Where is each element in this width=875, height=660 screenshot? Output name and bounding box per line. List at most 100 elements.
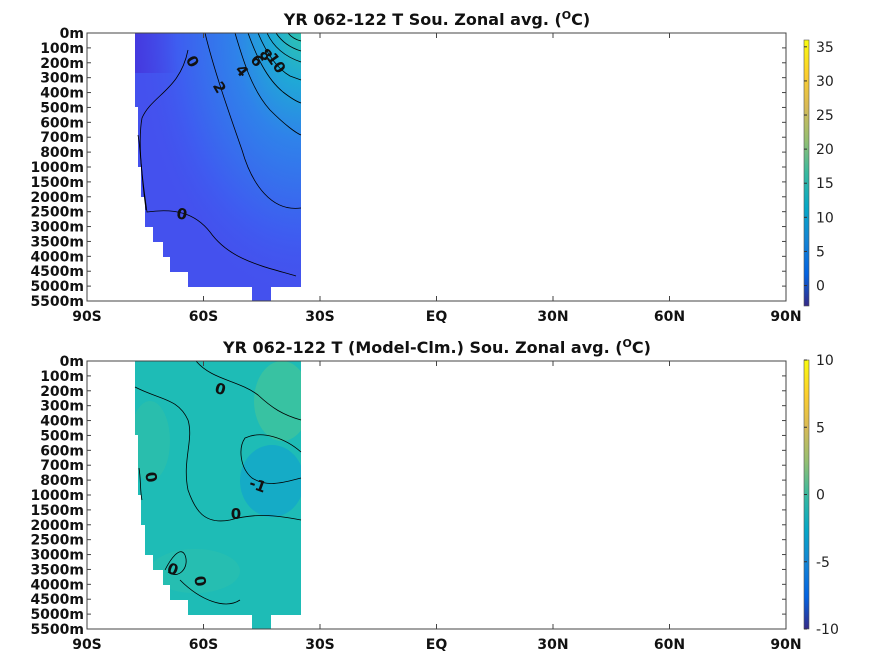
chart-1-x-ticks: 90S 60S 30S EQ 30N 60N 90N — [72, 33, 802, 325]
y-tick-label: 2000m — [30, 190, 84, 206]
y-tick-label: 1500m — [30, 175, 84, 191]
y-tick-label: 4000m — [30, 249, 84, 265]
y-tick-label: 200m — [40, 56, 84, 72]
contour-line — [137, 134, 147, 211]
contour-label: 0 — [213, 379, 228, 399]
colorbar-tick-label: 30 — [816, 74, 834, 90]
x-tick-label: 60S — [189, 637, 219, 653]
y-tick-label: 2500m — [30, 533, 84, 549]
y-tick-label: 5000m — [30, 279, 84, 295]
positive-anomaly — [135, 401, 170, 481]
positive-anomaly — [150, 549, 240, 593]
y-tick-label: 700m — [40, 458, 84, 474]
colorbar-tick-label: 25 — [816, 108, 834, 124]
chart-1-colorbar — [803, 39, 810, 307]
y-tick-label: 0m — [60, 26, 84, 42]
colorbar-tick-label: 5 — [816, 420, 825, 436]
colorbar-tick-label: 20 — [816, 142, 834, 158]
y-tick-label: 3500m — [30, 234, 84, 250]
x-tick-label: 30S — [305, 637, 335, 653]
x-tick-label: 30S — [305, 309, 335, 325]
chart-1: YR 062-122 T Sou. Zonal avg. (OC) 024681… — [30, 9, 833, 325]
x-tick-label: 90S — [72, 637, 102, 653]
contour-line — [138, 467, 143, 501]
contour-label: 0 — [141, 470, 161, 483]
y-tick-label: 600m — [40, 443, 84, 459]
y-tick-label: 4000m — [30, 577, 84, 593]
chart-2: YR 062-122 T (Model-Clm.) Sou. Zonal avg… — [30, 337, 838, 653]
y-tick-label: 500m — [40, 428, 84, 444]
contour-label: 0 — [231, 505, 241, 523]
x-tick-label: 30N — [537, 309, 568, 325]
y-tick-label: 1000m — [30, 488, 84, 504]
y-tick-label: 300m — [40, 399, 84, 415]
chart-2-y-ticks: 0m100m200m300m400m500m600m700m800m1000m1… — [30, 354, 786, 638]
contour-line — [204, 32, 302, 209]
x-tick-label: 90N — [770, 309, 801, 325]
chart-2-title: YR 062-122 T (Model-Clm.) Sou. Zonal avg… — [222, 337, 651, 357]
x-tick-label: 60S — [189, 309, 219, 325]
y-tick-label: 3000m — [30, 548, 84, 564]
contour-label: 0 — [190, 574, 210, 587]
contour-line — [179, 579, 241, 605]
x-tick-label: 90N — [770, 637, 801, 653]
y-tick-label: 700m — [40, 130, 84, 146]
chart-1-y-ticks: 0m100m200m300m400m500m600m700m800m1000m1… — [30, 26, 786, 310]
negative-anomaly — [240, 445, 301, 517]
x-tick-label: 60N — [654, 637, 685, 653]
x-tick-label: 60N — [654, 309, 685, 325]
colorbar-tick-label: 0 — [816, 279, 825, 295]
contour-line — [164, 551, 187, 575]
contour-label: 0 — [175, 204, 188, 224]
y-tick-label: 100m — [40, 369, 84, 385]
chart-2-field — [135, 361, 301, 629]
y-tick-label: 800m — [40, 145, 84, 161]
chart-2-contours: 00 -1000 — [134, 360, 302, 605]
contour-line — [247, 32, 302, 104]
colorbar-tick-label: -5 — [816, 555, 830, 571]
chart-2-colorbar-ticks: 10 5 0 -5 -10 — [804, 353, 839, 638]
y-tick-label: 2500m — [30, 205, 84, 221]
y-tick-label: 5000m — [30, 607, 84, 623]
contour-line — [275, 32, 302, 52]
x-tick-label: 90S — [72, 309, 102, 325]
y-tick-label: 4500m — [30, 592, 84, 608]
y-tick-label: 400m — [40, 414, 84, 430]
chart-1-colorbar-ticks: 35 30 25 20 15 10 5 0 — [804, 40, 834, 295]
y-tick-label: 200m — [40, 384, 84, 400]
colorbar-tick-label: 10 — [816, 210, 834, 226]
y-tick-label: 1500m — [30, 503, 84, 519]
x-tick-label: EQ — [426, 309, 448, 325]
colorbar-tick-label: 35 — [816, 40, 834, 56]
y-tick-label: 400m — [40, 86, 84, 102]
contour-line — [234, 32, 302, 136]
contour-line — [287, 32, 302, 42]
colorbar-tick-label: 10 — [816, 353, 834, 369]
y-tick-label: 4500m — [30, 264, 84, 280]
y-tick-label: 3000m — [30, 220, 84, 236]
y-tick-label: 600m — [40, 115, 84, 131]
y-tick-label: 800m — [40, 473, 84, 489]
contour-label: -1 — [247, 474, 269, 497]
y-tick-label: 300m — [40, 71, 84, 87]
chart-1-title: YR 062-122 T Sou. Zonal avg. (OC) — [283, 9, 590, 29]
x-tick-label: 30N — [537, 637, 568, 653]
y-tick-label: 0m — [60, 354, 84, 370]
x-tick-label: EQ — [426, 637, 448, 653]
colorbar-tick-label: 5 — [816, 244, 825, 260]
contour-line — [195, 360, 302, 421]
positive-anomaly — [254, 361, 301, 441]
y-tick-label: 3500m — [30, 562, 84, 578]
contour-line — [257, 32, 302, 81]
contour-line — [240, 434, 302, 484]
y-tick-label: 100m — [40, 41, 84, 57]
contour-line — [134, 386, 302, 522]
y-tick-label: 5500m — [30, 294, 84, 310]
y-tick-label: 1000m — [30, 160, 84, 176]
colorbar-tick-label: 0 — [816, 488, 825, 504]
colorbar-tick-label: 15 — [816, 176, 834, 192]
y-tick-label: 5500m — [30, 622, 84, 638]
colorbar-tick-label: -10 — [816, 622, 839, 638]
contour-line — [139, 49, 297, 277]
